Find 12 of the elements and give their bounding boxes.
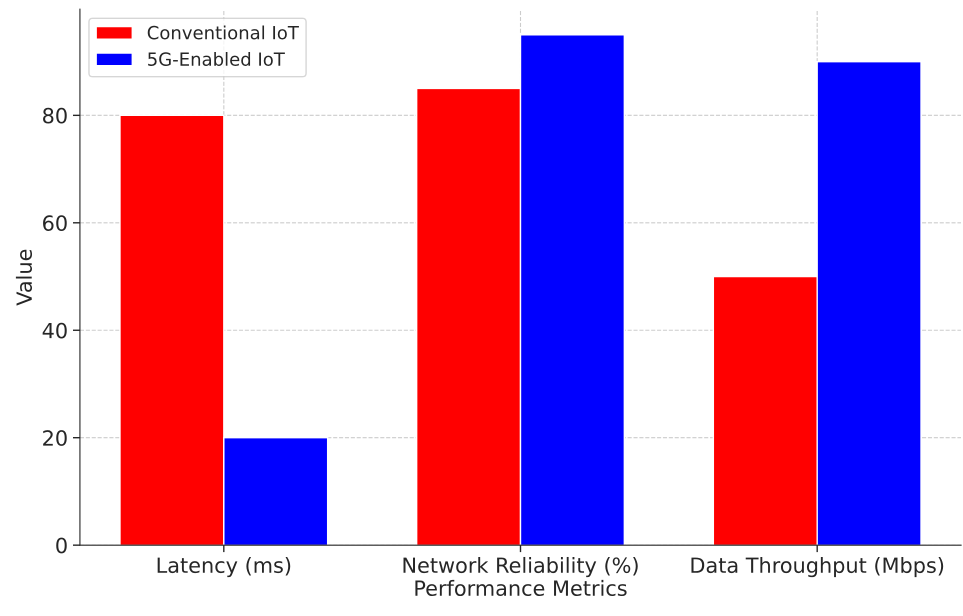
y-tick-label: 80 — [43, 108, 67, 124]
y-tick-label: 20 — [43, 430, 67, 446]
legend-label: Conventional IoT — [148, 25, 299, 40]
y-tick-label: 60 — [43, 215, 67, 232]
x-tick-label: Latency (ms) — [158, 556, 290, 578]
x-axis-title: Performance Metrics — [415, 580, 627, 596]
x-tick-label: Network Reliability (%) — [404, 556, 638, 578]
x-tick-label: Data Throughput (Mbps) — [691, 556, 944, 578]
y-tick-label: 0 — [56, 538, 67, 554]
legend-label: 5G-Enabled IoT — [148, 52, 285, 66]
y-axis-title: Value — [16, 250, 32, 306]
y-tick-label: 40 — [42, 322, 67, 338]
